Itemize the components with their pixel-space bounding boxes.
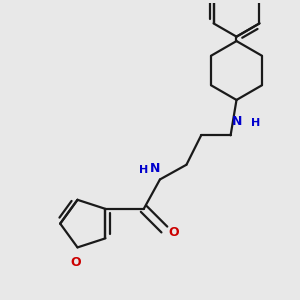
Text: O: O: [169, 226, 179, 239]
Text: O: O: [71, 256, 81, 269]
Text: N: N: [232, 115, 242, 128]
Text: N: N: [150, 162, 161, 175]
Text: H: H: [139, 165, 148, 175]
Text: H: H: [251, 118, 260, 128]
